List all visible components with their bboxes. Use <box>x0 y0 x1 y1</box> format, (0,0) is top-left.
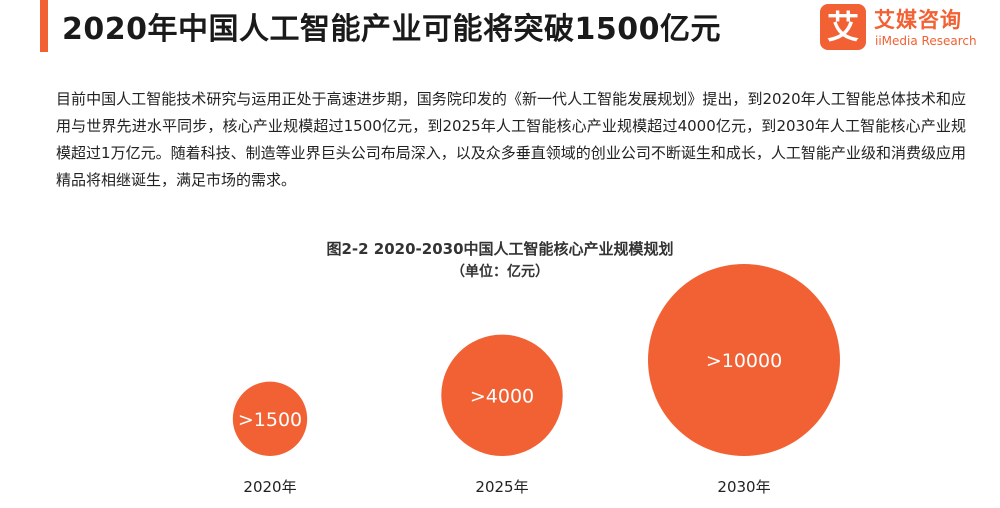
logo-english-name: iiMedia Research <box>875 34 977 48</box>
page-title: 2020年中国人工智能产业可能将突破1500亿元 <box>62 12 721 47</box>
bubble-chart-svg: 图2-2 2020-2030中国人工智能核心产业规模规划 （单位：亿元） >15… <box>232 240 840 496</box>
iimedia-logo: 艾 艾媒咨询 iiMedia Research <box>820 4 992 50</box>
category-label-1: 2025年 <box>475 478 528 496</box>
bubble-value-label-0: >1500 <box>238 409 302 431</box>
chart-subtitle: （单位：亿元） <box>451 263 549 280</box>
category-label-0: 2020年 <box>243 478 296 496</box>
bubble-chart: 图2-2 2020-2030中国人工智能核心产业规模规划 （单位：亿元） >15… <box>0 230 1000 504</box>
bubbles-group: >1500 2020年 >4000 2025年 >10000 2030年 <box>232 264 840 496</box>
category-label-2: 2030年 <box>717 478 770 496</box>
intro-paragraph: 目前中国人工智能技术研究与运用正处于高速进步期，国务院印发的《新一代人工智能发展… <box>56 90 966 189</box>
title-accent-bar <box>40 0 48 52</box>
bubble-2 <box>648 264 840 456</box>
logo-chinese-name: 艾媒咨询 <box>874 8 962 32</box>
logo-mark-icon: 艾 <box>820 4 866 50</box>
chart-title: 图2-2 2020-2030中国人工智能核心产业规模规划 <box>326 240 673 258</box>
bubble-0 <box>232 381 308 456</box>
bubble-value-label-2: >10000 <box>706 350 782 372</box>
bubble-value-label-1: >4000 <box>470 385 534 407</box>
bubble-1 <box>441 334 563 456</box>
